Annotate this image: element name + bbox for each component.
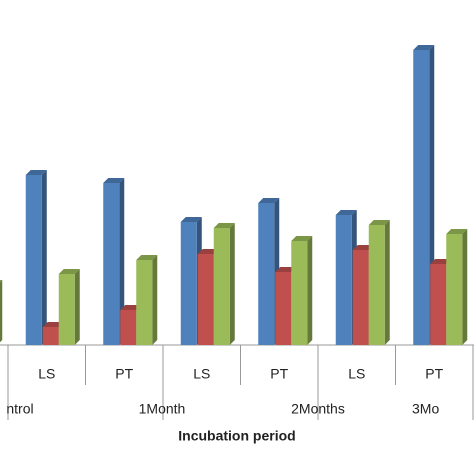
group-label: ntrol: [6, 401, 33, 417]
bar-top: [120, 305, 142, 310]
bar-side: [0, 280, 3, 343]
bar-top: [275, 267, 297, 272]
bar: [368, 225, 385, 345]
bar-side: [229, 223, 235, 345]
bar-top: [197, 249, 219, 254]
x-tick-label: PT: [115, 366, 133, 382]
bar-side: [41, 170, 47, 345]
x-axis-title: Incubation period: [178, 428, 295, 444]
bar-top: [180, 217, 202, 222]
bar: [103, 183, 120, 345]
bar-side: [119, 178, 125, 345]
bar-top: [368, 220, 390, 225]
x-tick-label: LS: [193, 366, 210, 382]
x-tick-label: PT: [425, 366, 443, 382]
bar-top: [446, 229, 468, 234]
x-tick-label: LS: [348, 366, 365, 382]
group-label: 1Month: [139, 401, 186, 417]
bar: [291, 241, 308, 345]
bar-top: [413, 45, 435, 50]
bar: [275, 272, 292, 345]
bar: [42, 327, 59, 345]
bar: [25, 175, 42, 345]
bar-top: [291, 236, 313, 241]
bar-top: [213, 223, 235, 228]
x-tick-label: LS: [38, 366, 55, 382]
bar-top: [335, 210, 357, 215]
bar: [335, 215, 352, 345]
bar-top: [25, 170, 47, 175]
bar: [258, 203, 275, 345]
group-label: 3Mo: [412, 401, 439, 417]
bar-side: [74, 269, 80, 345]
bar-top: [258, 198, 280, 203]
bar: [136, 260, 153, 345]
x-tick-label: PT: [270, 366, 288, 382]
bar-top: [103, 178, 125, 183]
bar-top: [0, 280, 3, 283]
bar: [197, 254, 214, 345]
bar-top: [136, 255, 158, 260]
bar: [180, 222, 197, 345]
bar: [413, 50, 430, 345]
bar: [446, 234, 463, 345]
bar-side: [462, 229, 468, 345]
bar: [58, 274, 75, 345]
bar-top: [58, 269, 80, 274]
bar-side: [384, 220, 390, 345]
bar-side: [152, 255, 158, 345]
bar-top: [430, 259, 452, 264]
bar-top: [42, 322, 64, 327]
bar: [430, 264, 447, 345]
bar: [213, 228, 230, 345]
group-label: 2Months: [291, 401, 345, 417]
bar-side: [307, 236, 313, 345]
bar: [352, 250, 369, 345]
bar: [120, 310, 137, 345]
bar-top: [352, 245, 374, 250]
